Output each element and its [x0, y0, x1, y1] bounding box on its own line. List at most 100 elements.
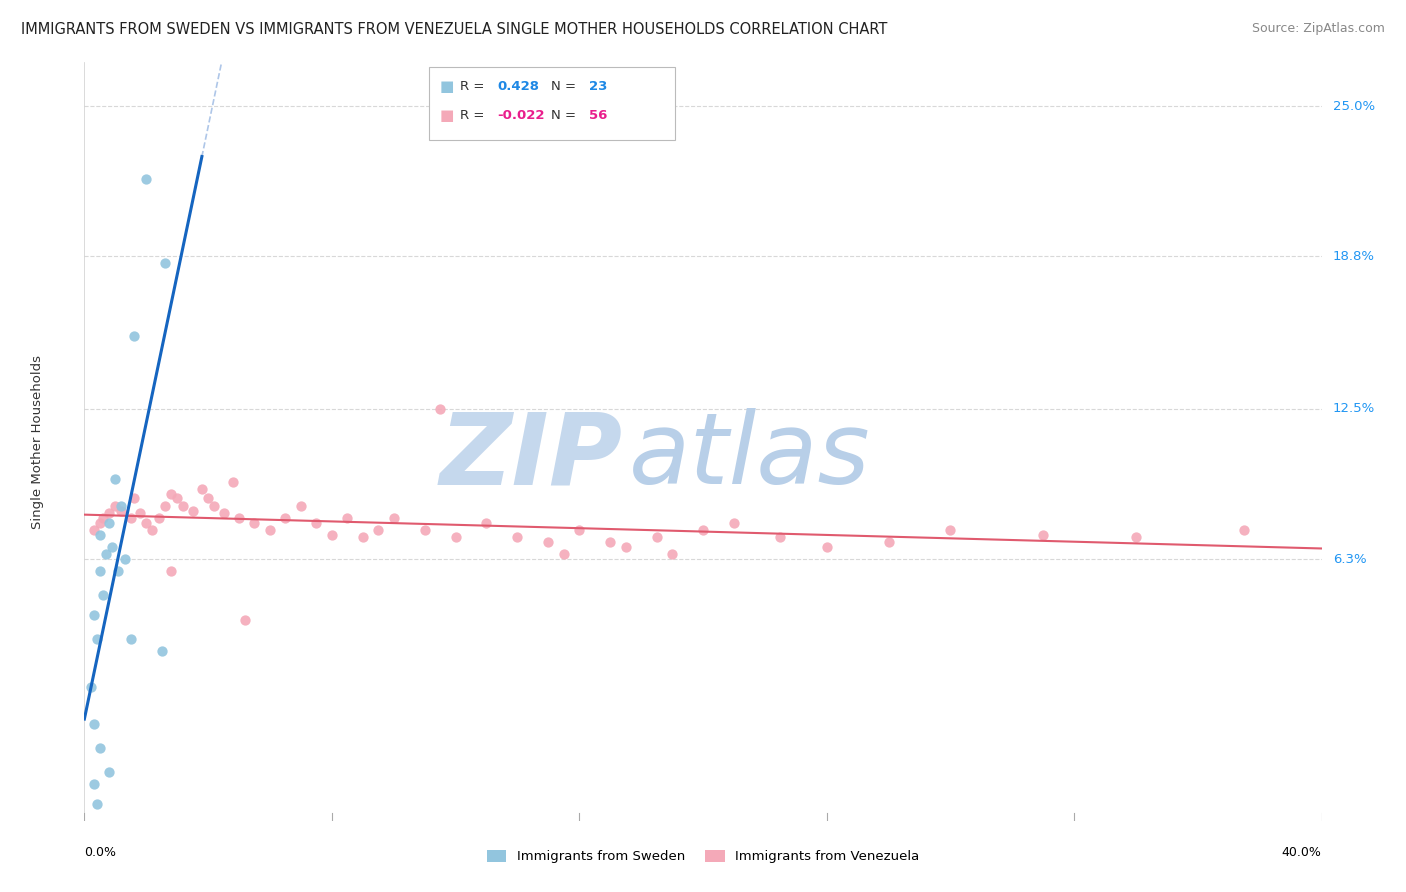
Point — [153, 256, 176, 270]
Text: IMMIGRANTS FROM SWEDEN VS IMMIGRANTS FROM VENEZUELA SINGLE MOTHER HOUSEHOLDS COR: IMMIGRANTS FROM SWEDEN VS IMMIGRANTS FRO… — [21, 22, 887, 37]
Point — [352, 530, 374, 544]
Point — [141, 523, 163, 537]
Point — [114, 552, 136, 566]
Point — [172, 499, 194, 513]
Point — [98, 506, 121, 520]
Point — [148, 511, 170, 525]
Point — [661, 547, 683, 561]
Point — [877, 535, 900, 549]
Point — [212, 506, 235, 520]
Point — [222, 475, 245, 489]
Text: -0.022: -0.022 — [498, 109, 546, 121]
Point — [83, 523, 105, 537]
Point — [107, 564, 129, 578]
Text: Source: ZipAtlas.com: Source: ZipAtlas.com — [1251, 22, 1385, 36]
Text: N =: N = — [551, 80, 581, 93]
Point — [98, 765, 121, 780]
Point — [166, 491, 188, 506]
Point — [98, 516, 121, 530]
Text: R =: R = — [460, 109, 488, 121]
Point — [537, 535, 560, 549]
Text: atlas: atlas — [628, 409, 870, 505]
Text: 12.5%: 12.5% — [1333, 402, 1375, 416]
Text: ■: ■ — [440, 108, 454, 122]
Point — [444, 530, 467, 544]
Point — [233, 613, 256, 627]
Point — [228, 511, 250, 525]
Point — [939, 523, 962, 537]
Point — [89, 741, 111, 756]
Point — [91, 511, 114, 525]
Point — [274, 511, 297, 525]
Text: 56: 56 — [589, 109, 607, 121]
Point — [160, 486, 183, 500]
Text: Single Mother Households: Single Mother Households — [31, 354, 44, 529]
Text: 25.0%: 25.0% — [1333, 100, 1375, 112]
Point — [197, 491, 219, 506]
Point — [91, 588, 114, 602]
Point — [135, 516, 157, 530]
Text: N =: N = — [551, 109, 581, 121]
Point — [367, 523, 389, 537]
Point — [120, 511, 142, 525]
Point — [506, 530, 529, 544]
Point — [160, 564, 183, 578]
Point — [645, 530, 668, 544]
Point — [83, 777, 105, 791]
Text: 0.428: 0.428 — [498, 80, 540, 93]
Point — [89, 516, 111, 530]
Point — [129, 506, 152, 520]
Point — [89, 564, 111, 578]
Point — [86, 632, 108, 646]
Point — [101, 540, 124, 554]
Point — [290, 499, 312, 513]
Point — [104, 472, 127, 486]
Point — [692, 523, 714, 537]
Point — [553, 547, 575, 561]
Point — [122, 491, 145, 506]
Point — [413, 523, 436, 537]
Text: 0.0%: 0.0% — [84, 846, 117, 859]
Point — [815, 540, 838, 554]
Point — [202, 499, 225, 513]
Point — [321, 528, 343, 542]
Point — [475, 516, 498, 530]
Point — [259, 523, 281, 537]
Point — [305, 516, 328, 530]
Point — [83, 716, 105, 731]
Text: 6.3%: 6.3% — [1333, 552, 1367, 566]
Point — [94, 547, 117, 561]
Point — [153, 499, 176, 513]
Point — [122, 329, 145, 343]
Text: 23: 23 — [589, 80, 607, 93]
Point — [568, 523, 591, 537]
Point — [614, 540, 637, 554]
Point — [79, 681, 101, 695]
Point — [110, 503, 132, 517]
Point — [243, 516, 266, 530]
Point — [429, 401, 451, 416]
Point — [723, 516, 745, 530]
Point — [120, 632, 142, 646]
Point — [1125, 530, 1147, 544]
Point — [110, 499, 132, 513]
Point — [104, 499, 127, 513]
Point — [191, 482, 214, 496]
Point — [769, 530, 792, 544]
Text: ■: ■ — [440, 79, 454, 94]
Point — [1032, 528, 1054, 542]
Text: ZIP: ZIP — [440, 409, 623, 505]
Text: 40.0%: 40.0% — [1282, 846, 1322, 859]
Point — [1233, 523, 1256, 537]
Point — [181, 503, 204, 517]
Point — [86, 797, 108, 811]
Legend: Immigrants from Sweden, Immigrants from Venezuela: Immigrants from Sweden, Immigrants from … — [481, 845, 925, 869]
Point — [382, 511, 405, 525]
Text: 18.8%: 18.8% — [1333, 250, 1375, 263]
Point — [135, 171, 157, 186]
Point — [89, 528, 111, 542]
Point — [599, 535, 621, 549]
Point — [83, 607, 105, 622]
Text: R =: R = — [460, 80, 488, 93]
Point — [336, 511, 359, 525]
